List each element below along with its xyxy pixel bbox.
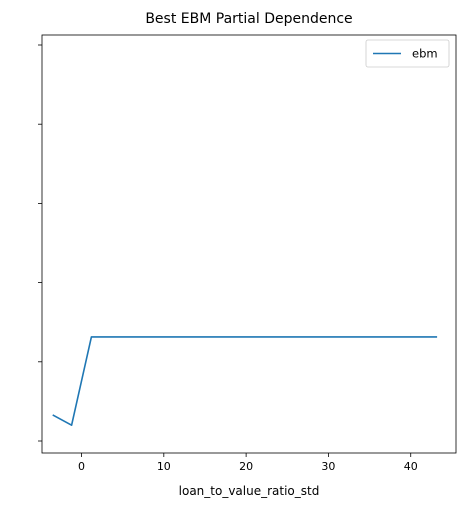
plot-area <box>41 34 457 454</box>
legend: ebm <box>365 39 450 68</box>
series-line-ebm <box>52 336 438 427</box>
x-tick-label: 0 <box>78 460 85 473</box>
x-tick-label: 30 <box>321 460 335 473</box>
chart-title: Best EBM Partial Dependence <box>145 11 352 27</box>
x-axis-label: loan_to_value_ratio_std <box>179 484 320 498</box>
y-axis-ticks <box>38 44 42 442</box>
legend-label-ebm: ebm <box>412 47 438 61</box>
series-layer <box>52 336 438 427</box>
x-tick-label: 40 <box>404 460 418 473</box>
x-tick-label: 20 <box>239 460 253 473</box>
legend-box <box>365 39 450 68</box>
x-tick-label: 10 <box>157 460 171 473</box>
x-axis-ticks: 0 10 20 30 40 <box>78 453 418 473</box>
